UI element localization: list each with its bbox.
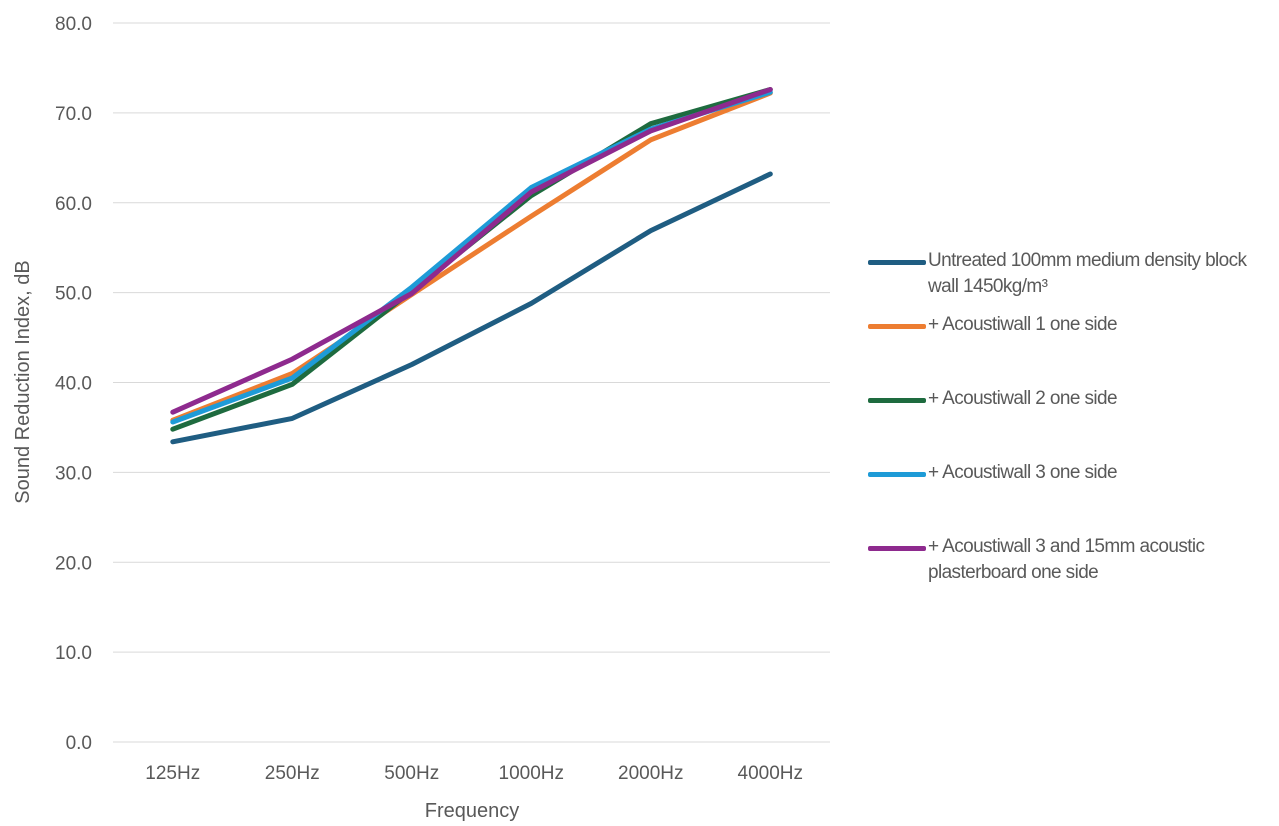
legend-item: + Acoustiwall 1 one side — [868, 312, 1278, 338]
legend-swatch — [868, 398, 926, 403]
y-axis-title: Sound Reduction Index, dB — [12, 260, 34, 504]
legend-swatch — [868, 324, 926, 329]
x-tick-label: 2000Hz — [618, 763, 684, 784]
legend-swatch — [868, 472, 926, 477]
y-tick-label: 60.0 — [55, 194, 92, 215]
y-tick-label: 0.0 — [66, 733, 92, 754]
legend-swatch — [868, 546, 926, 551]
x-tick-label: 1000Hz — [499, 763, 565, 784]
series-line-0 — [170, 171, 773, 445]
legend-label: Untreated 100mm medium density block wal… — [928, 250, 1247, 297]
y-tick-label: 20.0 — [55, 553, 92, 574]
series-lines — [170, 87, 773, 445]
legend-label: + Acoustiwall 2 one side — [928, 388, 1118, 409]
legend-label: + Acoustiwall 3 one side — [928, 462, 1118, 483]
legend-label: + Acoustiwall 1 one side — [928, 314, 1118, 335]
series-line-1 — [170, 90, 773, 423]
y-tick-label: 70.0 — [55, 104, 92, 125]
x-tick-label: 500Hz — [384, 763, 439, 784]
series-line-2 — [170, 87, 773, 432]
legend-item: + Acoustiwall 3 one side — [868, 460, 1278, 486]
legend-item: Untreated 100mm medium density block wal… — [868, 248, 1278, 300]
y-tick-label: 50.0 — [55, 284, 92, 305]
legend-label: + Acoustiwall 3 and 15mm acoustic plaste… — [928, 536, 1205, 583]
y-tick-label: 80.0 — [55, 14, 92, 35]
y-tick-label: 10.0 — [55, 643, 92, 664]
legend-item: + Acoustiwall 3 and 15mm acoustic plaste… — [868, 534, 1278, 586]
legend: Untreated 100mm medium density block wal… — [868, 248, 1278, 586]
x-axis-title: Frequency — [425, 800, 520, 822]
legend-swatch — [868, 260, 926, 265]
x-tick-label: 125Hz — [145, 763, 200, 784]
legend-item: + Acoustiwall 2 one side — [868, 386, 1278, 412]
y-tick-label: 30.0 — [55, 463, 92, 484]
y-tick-label: 40.0 — [55, 374, 92, 395]
x-tick-label: 4000Hz — [738, 763, 804, 784]
series-line-4 — [170, 87, 773, 415]
x-tick-label: 250Hz — [265, 763, 320, 784]
x-axis-ticks: 125Hz 250Hz 500Hz 1000Hz 2000Hz 4000Hz — [145, 763, 803, 784]
y-axis-ticks: 0.0 10.0 20.0 30.0 40.0 50.0 60.0 70.0 80.0 — [55, 14, 92, 754]
line-chart: 0.0 10.0 20.0 30.0 40.0 50.0 60.0 70.0 80.0 125H… — [12, 14, 830, 822]
gridlines — [113, 22, 830, 743]
